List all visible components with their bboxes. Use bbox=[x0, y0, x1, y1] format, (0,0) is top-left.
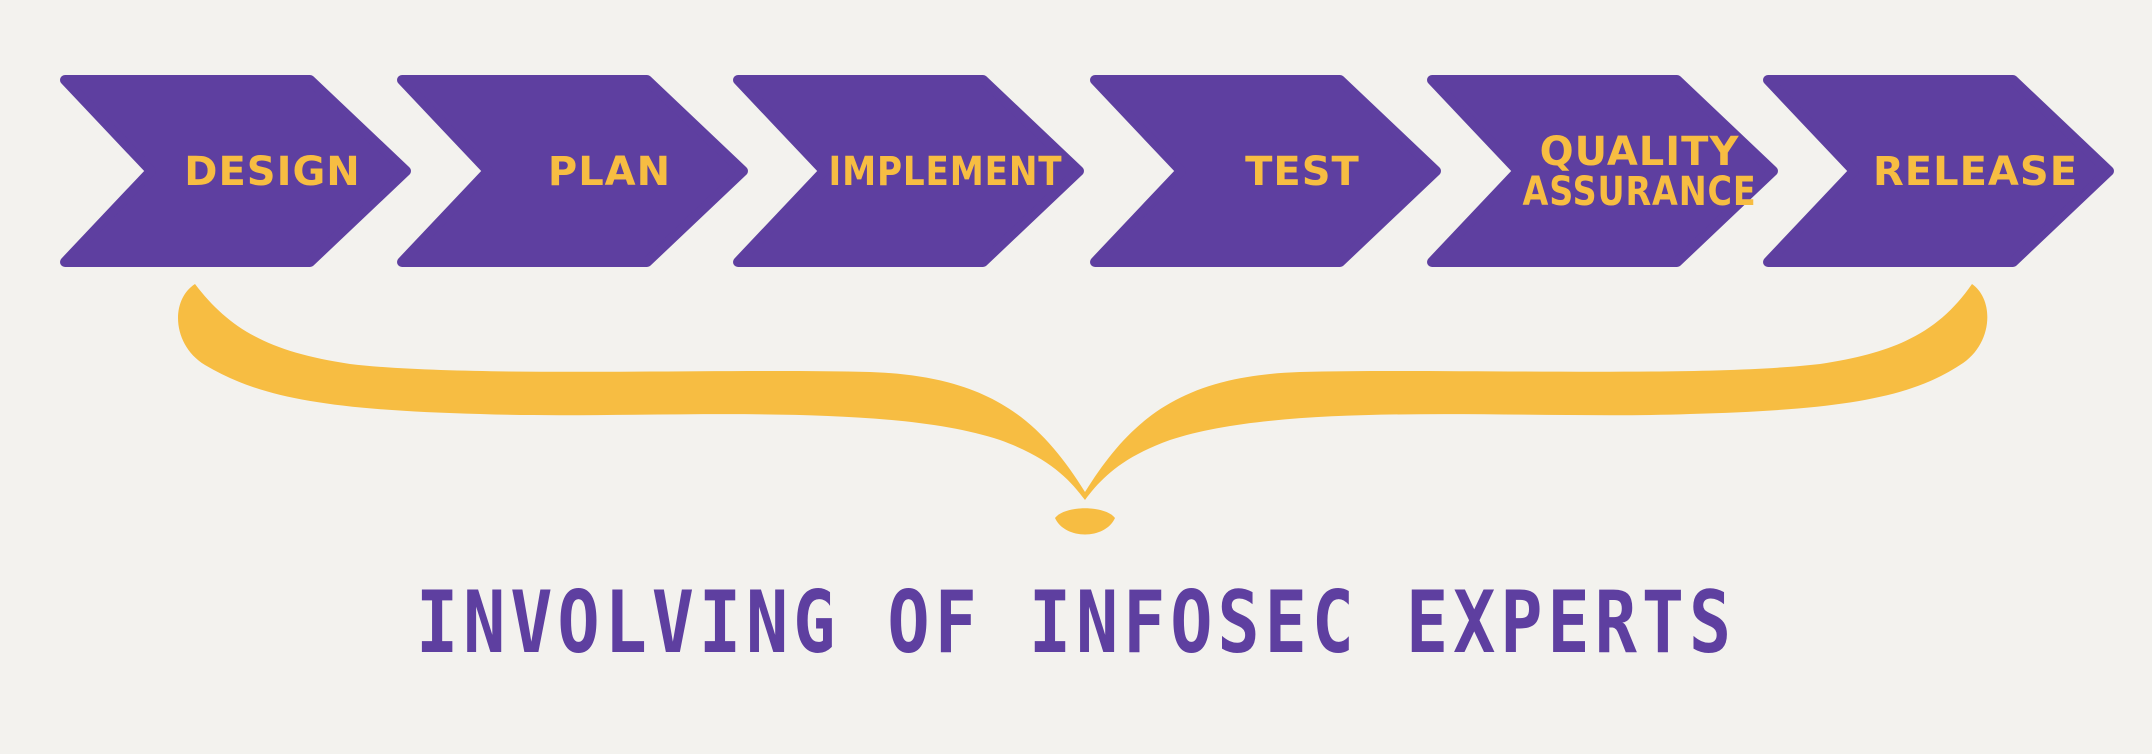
chevron-shape bbox=[397, 75, 748, 267]
step-label: TEST bbox=[1245, 149, 1360, 195]
chevron-shape bbox=[60, 75, 411, 267]
chevron-shape bbox=[1427, 75, 1778, 267]
chevron-shape bbox=[1090, 75, 1441, 267]
step-release: RELEASE bbox=[1763, 75, 2114, 267]
step-label: RELEASE bbox=[1873, 149, 2078, 195]
curly-brace bbox=[178, 284, 1988, 500]
chevron-shape bbox=[1763, 75, 2114, 267]
brace-point bbox=[1055, 508, 1115, 535]
step-label: IMPLEMENT bbox=[829, 149, 1063, 195]
step-label: ASSURANCE bbox=[1523, 169, 1757, 215]
caption-text: INVOLVING OF INFOSEC EXPERTS bbox=[416, 573, 1736, 673]
step-plan: PLAN bbox=[397, 75, 748, 267]
chevron-shape bbox=[733, 75, 1084, 267]
step-label: PLAN bbox=[548, 149, 671, 195]
step-label: QUALITY bbox=[1540, 129, 1740, 175]
step-design: DESIGN bbox=[60, 75, 411, 267]
step-test: TEST bbox=[1090, 75, 1441, 267]
step-implement: IMPLEMENT bbox=[733, 75, 1084, 267]
step-label: DESIGN bbox=[184, 149, 361, 195]
